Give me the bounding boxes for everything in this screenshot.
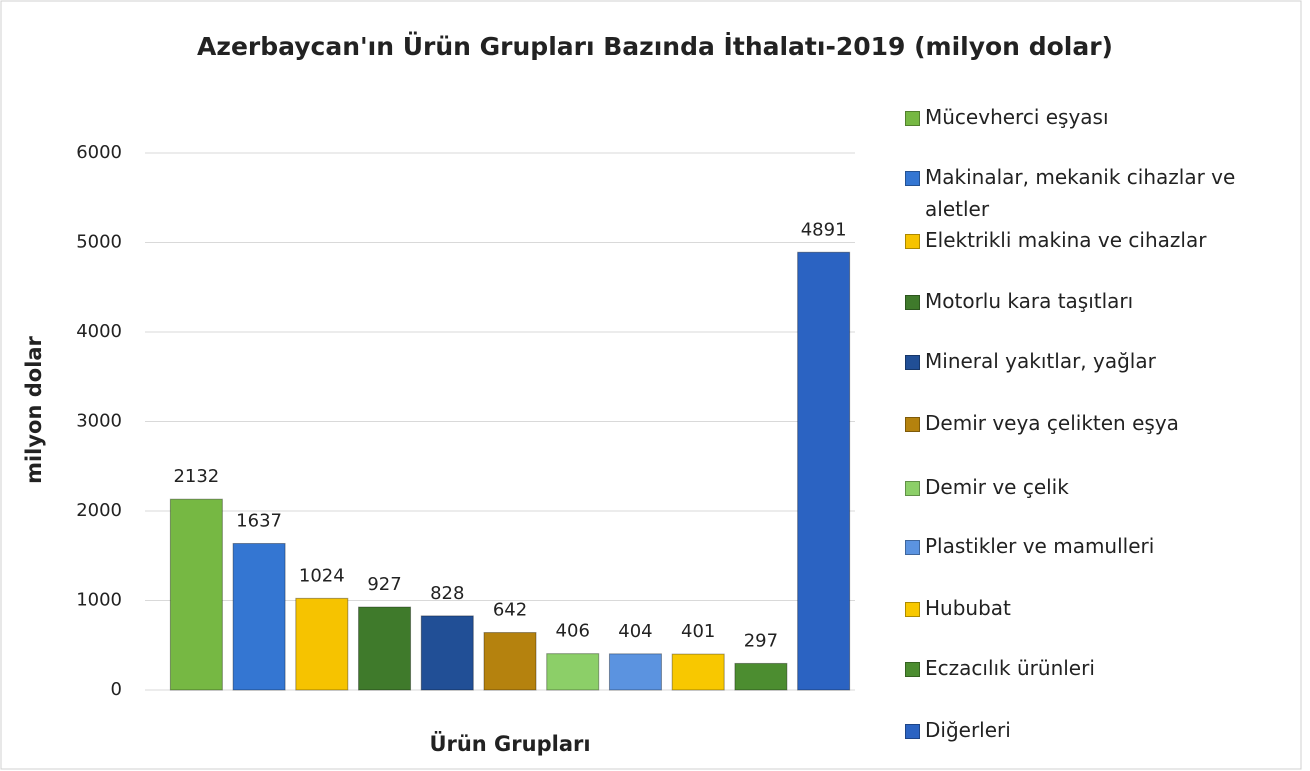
legend-swatch <box>905 724 920 739</box>
y-tick-label: 4000 <box>76 321 122 342</box>
data-label: 297 <box>744 630 778 651</box>
legend-swatch <box>905 540 920 555</box>
legend-label: Plastikler ve mamulleri <box>925 534 1155 558</box>
bar <box>734 662 788 691</box>
legend-label: Hububat <box>925 596 1011 620</box>
y-tick-label: 2000 <box>76 500 122 521</box>
y-axis-label: milyon dolar <box>22 335 46 483</box>
bar <box>295 597 349 691</box>
legend-label: Motorlu kara taşıtları <box>925 289 1134 313</box>
legend-swatch <box>905 417 920 432</box>
legend-item: Elektrikli makina ve cihazlar <box>905 224 1206 256</box>
legend-item: Mineral yakıtlar, yağlar <box>905 345 1156 377</box>
legend-swatch <box>905 481 920 496</box>
bar <box>420 615 474 691</box>
data-label: 401 <box>681 621 715 642</box>
legend-swatch <box>905 602 920 617</box>
y-tick-label: 6000 <box>76 142 122 163</box>
legend-swatch <box>905 355 920 370</box>
legend-label: Demir ve çelik <box>925 475 1069 499</box>
data-label: 927 <box>367 574 401 595</box>
data-label: 4891 <box>801 219 847 240</box>
legend-item: Plastikler ve mamulleri <box>905 530 1154 562</box>
legend-swatch <box>905 111 920 126</box>
legend-swatch <box>905 171 920 186</box>
legend-item: Demir ve çelik <box>905 471 1069 503</box>
x-axis-label: Ürün Grupları <box>429 731 590 756</box>
y-tick-label: 5000 <box>76 232 122 253</box>
legend-item: Diğerleri <box>905 714 1011 746</box>
legend-label: Mineral yakıtlar, yağlar <box>925 349 1156 373</box>
bar <box>797 251 851 691</box>
data-label: 1637 <box>236 510 282 531</box>
legend-label: Diğerleri <box>925 718 1011 742</box>
y-tick-label: 1000 <box>76 590 122 611</box>
y-tick-label: 0 <box>111 679 122 700</box>
y-tick-label: 3000 <box>76 411 122 432</box>
legend-swatch <box>905 234 920 249</box>
bar <box>671 653 725 691</box>
legend-swatch <box>905 295 920 310</box>
legend-item: Makinalar, mekanik cihazlar ve aletler <box>905 161 1300 225</box>
chart-title: Azerbaycan'ın Ürün Grupları Bazında İtha… <box>197 31 1113 61</box>
legend-label: Demir veya çelikten eşya <box>925 411 1179 435</box>
bar <box>169 498 223 691</box>
legend-item: Mücevherci eşyası <box>905 101 1109 133</box>
legend-item: Demir veya çelikten eşya <box>905 407 1179 439</box>
legend-swatch <box>905 662 920 677</box>
legend-label: Makinalar, mekanik cihazlar ve aletler <box>925 165 1236 221</box>
bar <box>546 653 600 691</box>
bar <box>232 542 286 691</box>
data-label: 404 <box>618 621 652 642</box>
data-label: 642 <box>493 600 527 621</box>
legend-item: Eczacılık ürünleri <box>905 652 1095 684</box>
legend-label: Elektrikli makina ve cihazlar <box>925 228 1207 252</box>
legend-item: Hububat <box>905 592 1011 624</box>
legend-item: Motorlu kara taşıtları <box>905 285 1133 317</box>
bar <box>358 606 412 691</box>
data-label: 406 <box>556 621 590 642</box>
legend-label: Mücevherci eşyası <box>925 105 1109 129</box>
legend-label: Eczacılık ürünleri <box>925 656 1095 680</box>
data-label: 2132 <box>173 466 219 487</box>
data-label: 828 <box>430 583 464 604</box>
bar <box>608 653 662 691</box>
data-label: 1024 <box>299 565 345 586</box>
bar <box>483 632 537 691</box>
